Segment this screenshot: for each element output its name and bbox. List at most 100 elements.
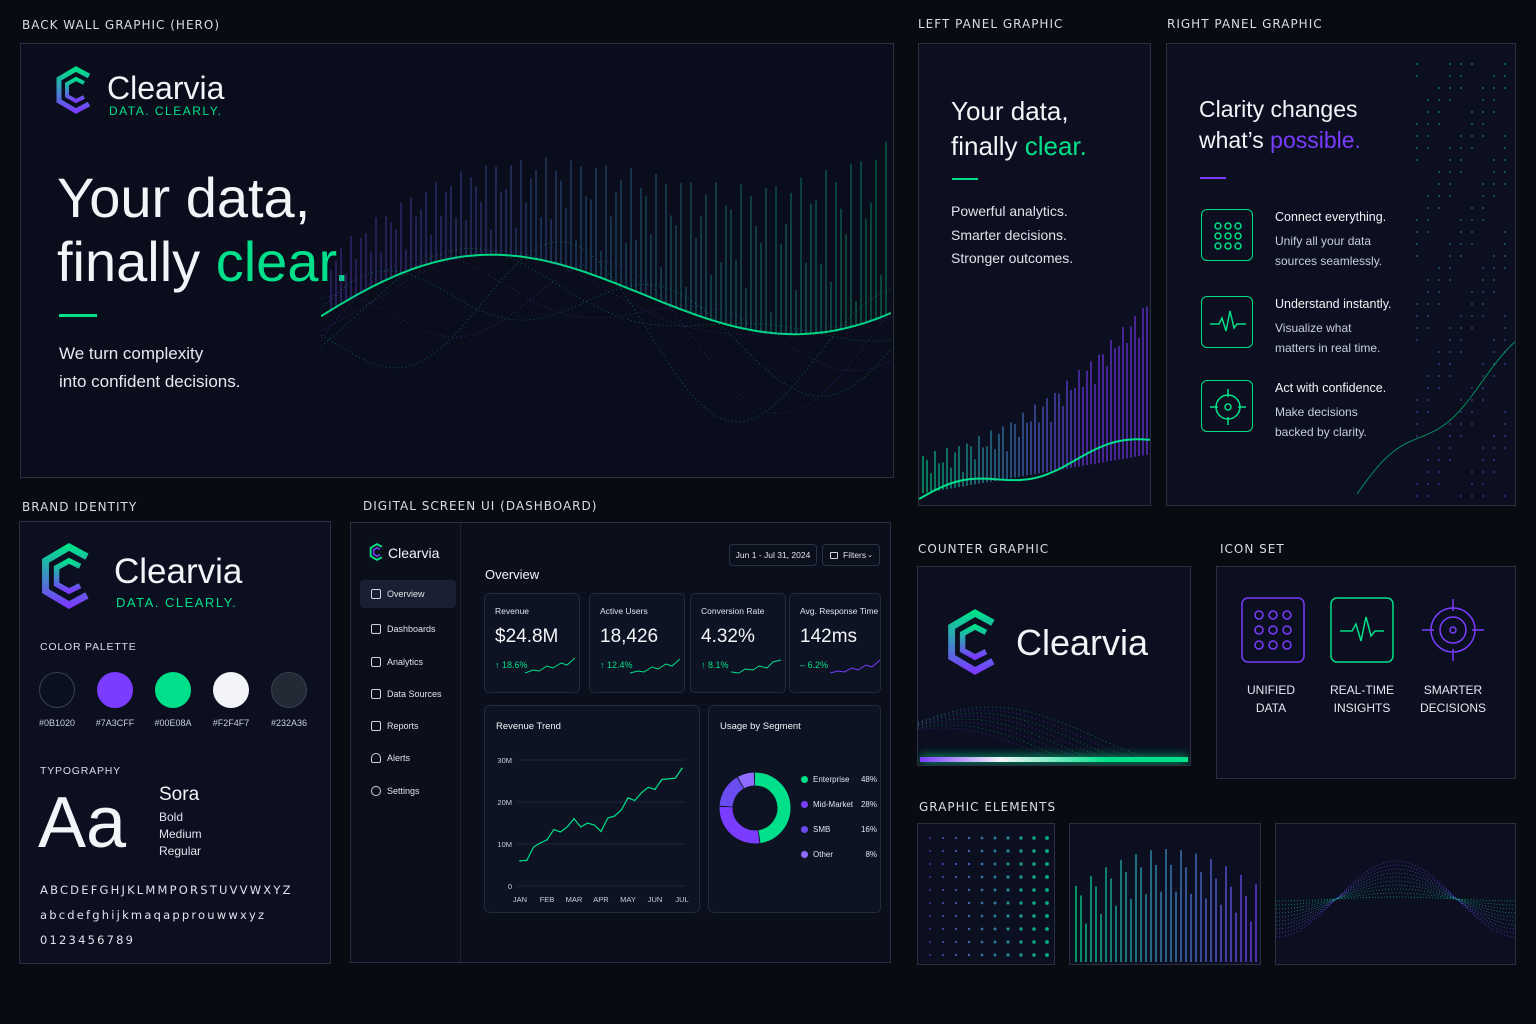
- nav-dashboards[interactable]: Dashboards: [360, 615, 456, 643]
- grid-dot: [929, 954, 931, 956]
- right-dot: [1438, 111, 1440, 113]
- right-dot: [1482, 483, 1484, 485]
- nav-data-sources[interactable]: Data Sources: [360, 680, 456, 708]
- swatch-green: [155, 672, 191, 708]
- right-dot: [1460, 327, 1462, 329]
- left-panel: Your data, finally clear. Powerful analy…: [918, 43, 1151, 506]
- kpi-active-users[interactable]: Active Users 18,426 ↑ 12.4%: [589, 593, 685, 693]
- right-dot: [1416, 243, 1418, 245]
- kpi-revenue-delta: ↑ 18.6%: [495, 660, 528, 670]
- right-dot: [1449, 447, 1451, 449]
- hero-subtitle-line2: into confident decisions.: [59, 372, 241, 391]
- hero-wave-line: [321, 250, 891, 335]
- pattern-wave-line: [1276, 868, 1515, 930]
- grid-dot: [1032, 862, 1036, 866]
- right-dot: [1493, 87, 1495, 89]
- typography-heading: TYPOGRAPHY: [40, 765, 121, 777]
- counter-graphic-label: COUNTER GRAPHIC: [918, 542, 1050, 556]
- hero-section-label: BACK WALL GRAPHIC (HERO): [22, 18, 220, 32]
- right-dot: [1515, 411, 1516, 413]
- right-dot: [1427, 327, 1429, 329]
- right-dot: [1416, 63, 1418, 65]
- grid-dot: [941, 862, 945, 866]
- clearvia-logo-icon: [42, 543, 89, 609]
- icon-set-panel: UNIFIED DATA REAL-TIME INSIGHTS SMARTER …: [1216, 566, 1516, 779]
- hero-headline-clear: clear.: [215, 230, 350, 293]
- right-dot: [1460, 75, 1462, 77]
- right-dot: [1438, 123, 1440, 125]
- nav-reports[interactable]: Reports: [360, 712, 456, 740]
- counter-wave-line: [918, 709, 1131, 757]
- pattern-wave-line: [1276, 872, 1515, 926]
- right-dot: [1438, 267, 1440, 269]
- grid-dot: [1032, 901, 1036, 905]
- clearvia-logo-icon: [948, 609, 995, 675]
- kpi-revenue-sparkline: [525, 657, 575, 674]
- right-dot: [1515, 135, 1516, 137]
- usage-segment-card: Usage by Segment Enterprise 48% Mid-Marke…: [708, 705, 881, 913]
- trend-x-tick: APR: [593, 895, 609, 904]
- feature-understand-title: Understand instantly.: [1275, 297, 1392, 311]
- right-dot: [1471, 219, 1473, 221]
- icon-realtime-line2: INSIGHTS: [1333, 701, 1391, 715]
- filters-button[interactable]: Filters ⌄: [822, 544, 880, 566]
- grid-dot: [1032, 940, 1036, 944]
- right-dot: [1427, 207, 1429, 209]
- reports-icon: [371, 721, 381, 731]
- right-dot: [1460, 399, 1462, 401]
- grid-dot: [1045, 862, 1049, 866]
- kpi-avg-response-time[interactable]: Avg. Response Time 142ms – 6.2%: [789, 593, 881, 693]
- kpi-conversion-value: 4.32%: [701, 626, 755, 647]
- chevron-down-icon: ⌄: [867, 552, 873, 559]
- hero-data-wave-graphic: [321, 141, 891, 423]
- right-dot: [1493, 75, 1495, 77]
- nav-data-sources-label: Data Sources: [387, 689, 442, 699]
- hero-wave-line: [321, 248, 891, 347]
- swatch-purple-hex: #7A3CFF: [95, 718, 135, 728]
- grid-dot: [954, 953, 958, 957]
- legend-mid-market-label: Mid-Market: [813, 800, 854, 809]
- right-dot: [1460, 243, 1462, 245]
- right-dot: [1460, 135, 1462, 137]
- right-dot: [1416, 399, 1418, 401]
- grid-dot: [1032, 849, 1036, 853]
- legend-other-dot: [801, 851, 808, 858]
- date-range-picker[interactable]: Jun 1 - Jul 31, 2024: [729, 544, 817, 566]
- nav-alerts[interactable]: Alerts: [360, 744, 456, 772]
- kpi-conversion-rate[interactable]: Conversion Rate 4.32% ↑ 8.1%: [690, 593, 786, 693]
- kpi-revenue[interactable]: Revenue $24.8M ↑ 18.6%: [484, 593, 580, 693]
- kpi-conversion-label: Conversion Rate: [701, 606, 765, 616]
- right-dot: [1449, 435, 1451, 437]
- right-dot: [1471, 327, 1473, 329]
- right-dot: [1427, 387, 1429, 389]
- pattern-wave-line: [1276, 864, 1515, 934]
- right-dot: [1493, 351, 1495, 353]
- color-palette-heading: COLOR PALETTE: [40, 641, 137, 653]
- nav-overview[interactable]: Overview: [360, 580, 456, 608]
- weight-regular: Regular: [159, 844, 202, 858]
- nav-analytics[interactable]: Analytics: [360, 648, 456, 676]
- right-dot: [1460, 147, 1462, 149]
- grid-dot: [1006, 862, 1010, 866]
- nav-settings[interactable]: Settings: [360, 777, 456, 805]
- right-dot: [1438, 471, 1440, 473]
- icon-realtime-insights-label: REAL-TIME INSIGHTS: [1317, 681, 1407, 717]
- grid-dot: [993, 927, 997, 931]
- hero-wave-line: [321, 253, 891, 336]
- grid-dot: [1006, 849, 1010, 853]
- counter-wave-line: [918, 718, 1088, 757]
- right-dot: [1482, 195, 1484, 197]
- right-dot: [1504, 87, 1506, 89]
- pattern-wave-line: [1276, 892, 1515, 906]
- right-dot: [1515, 399, 1516, 401]
- legend-enterprise-pct: 48%: [860, 775, 877, 784]
- grid-dot: [1019, 901, 1023, 905]
- icon-smarter-line2: DECISIONS: [1419, 701, 1486, 715]
- right-dot: [1482, 291, 1484, 293]
- right-dot: [1449, 327, 1451, 329]
- grid-dot: [980, 901, 984, 905]
- grid-dot: [954, 914, 958, 918]
- right-dot: [1482, 123, 1484, 125]
- grid-dot: [1019, 862, 1023, 866]
- nav-settings-label: Settings: [387, 786, 420, 796]
